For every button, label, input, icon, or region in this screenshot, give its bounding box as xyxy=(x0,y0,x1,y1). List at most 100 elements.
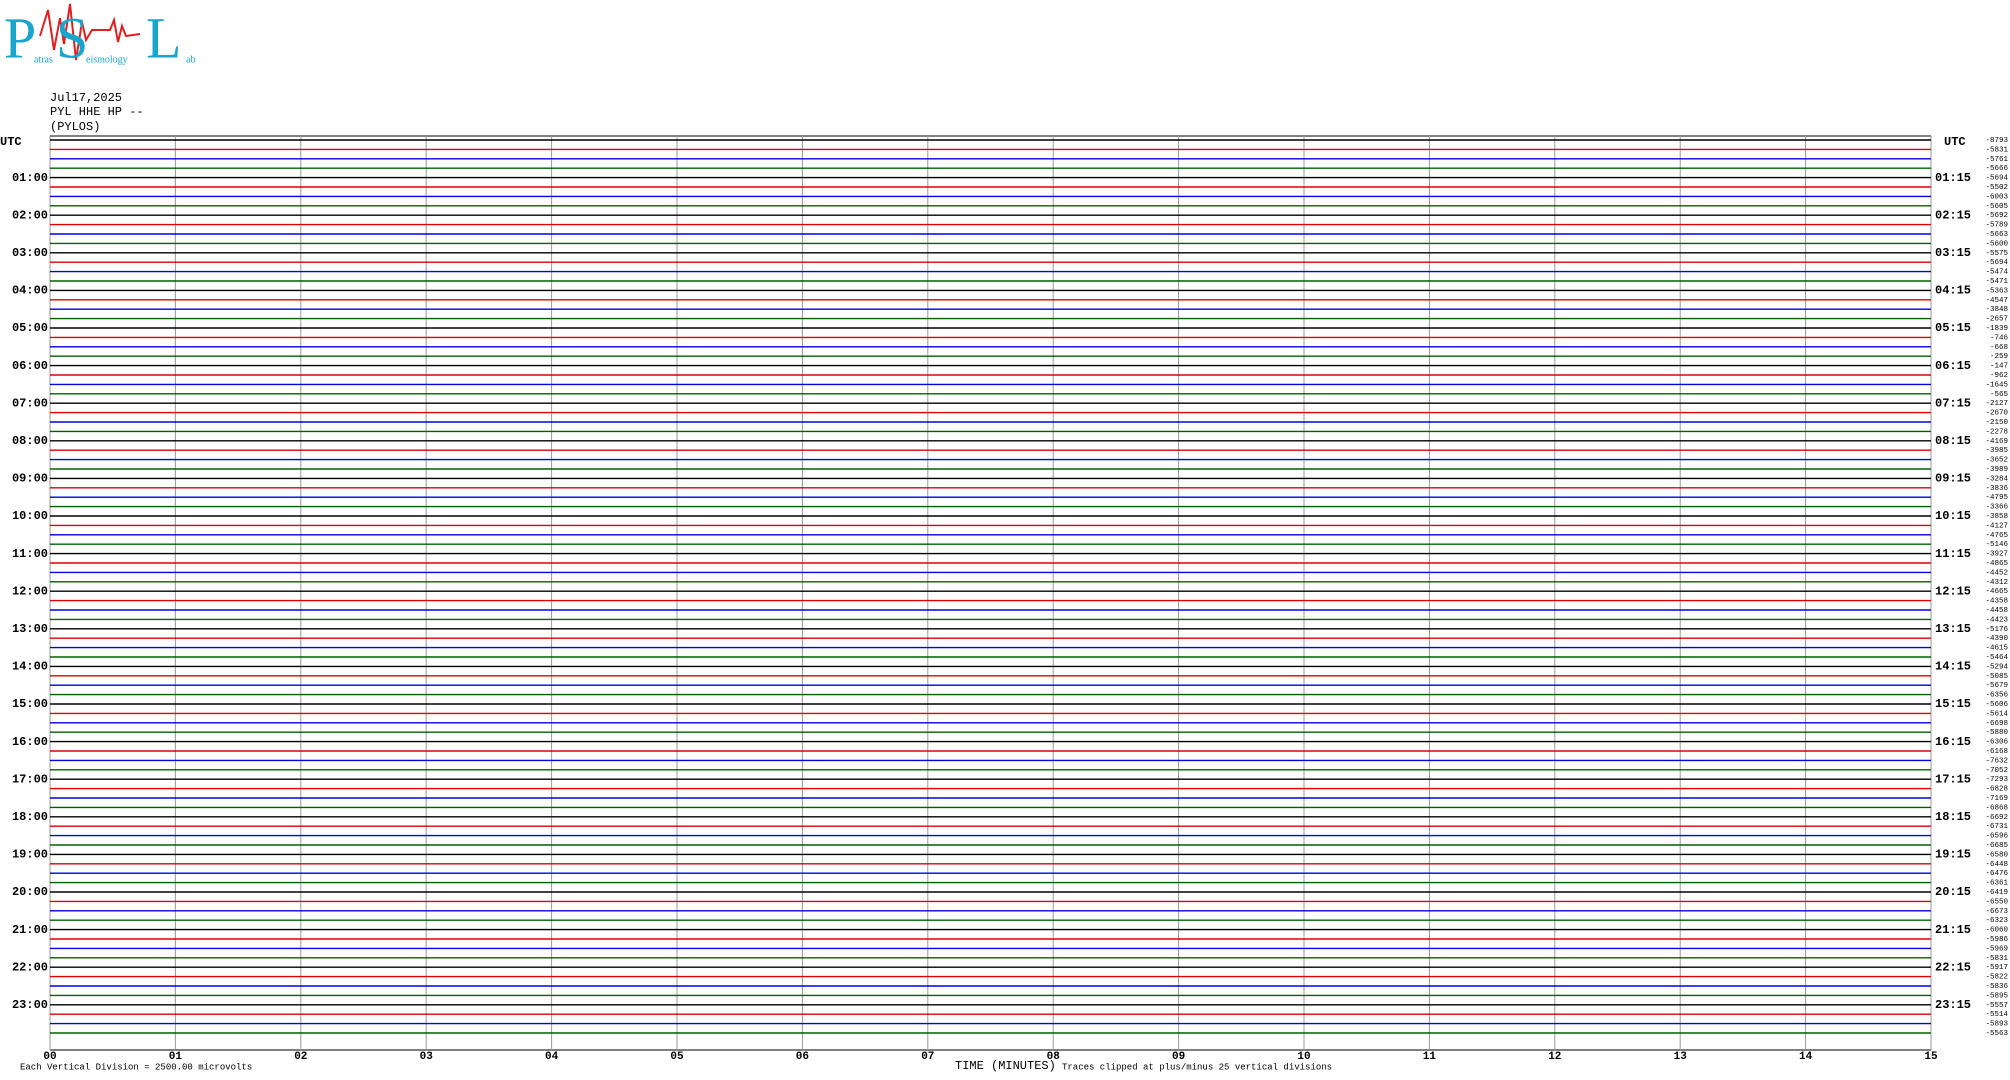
offset-label: -3366 xyxy=(1985,504,2008,512)
offset-label: -5605 xyxy=(1985,203,2008,211)
offset-label: -1645 xyxy=(1985,381,2008,389)
offset-label: -7293 xyxy=(1985,776,2008,784)
offset-label: -5761 xyxy=(1985,156,2008,164)
minute-label: 09 xyxy=(1172,1051,1185,1063)
hour-label-right: 20:15 xyxy=(1935,885,1971,899)
labels: 00 01 02 03 04 05 06 07 08 09 10 11 12 13 14 15-8793-58… xyxy=(0,135,2008,1063)
offset-label: -5836 xyxy=(1985,983,2008,991)
hour-label-right: 02:15 xyxy=(1935,208,1971,222)
hour-label-right: UTC xyxy=(1944,135,1966,149)
hour-label-left: 19:00 xyxy=(12,848,48,862)
offset-label: -5694 xyxy=(1985,175,2008,183)
minute-label: 04 xyxy=(545,1051,559,1063)
hour-label-left: 01:00 xyxy=(12,171,48,185)
offset-label: -3927 xyxy=(1985,551,2008,559)
offset-label: -6731 xyxy=(1985,823,2008,831)
offset-label: -5557 xyxy=(1985,1002,2008,1010)
hour-label-left: 10:00 xyxy=(12,509,48,523)
logo: P S L atras eismology ab xyxy=(4,3,195,70)
hour-label-left: 16:00 xyxy=(12,735,48,749)
offset-label: -5363 xyxy=(1985,287,2008,295)
offset-label: -7052 xyxy=(1985,767,2008,775)
hour-label-right: 15:15 xyxy=(1935,697,1971,711)
hour-label-right: 04:15 xyxy=(1935,284,1971,298)
offset-label: -147 xyxy=(1990,363,2008,371)
offset-label: -6168 xyxy=(1985,748,2008,756)
offset-label: -7169 xyxy=(1985,795,2008,803)
hour-label-right: 13:15 xyxy=(1935,622,1971,636)
logo-word: eismology xyxy=(86,54,128,65)
minute-label: 02 xyxy=(294,1051,307,1063)
hour-label-left: 05:00 xyxy=(12,321,48,335)
hour-label-left: 06:00 xyxy=(12,359,48,373)
minute-label: 07 xyxy=(921,1051,934,1063)
offset-label: -5969 xyxy=(1985,945,2008,953)
minute-label: 05 xyxy=(670,1051,684,1063)
hour-label-left: 14:00 xyxy=(12,660,48,674)
offset-label: -5880 xyxy=(1985,729,2008,737)
clip-note: Traces clipped at plus/minus 25 vertical… xyxy=(1062,1062,1332,1072)
offset-label: -6698 xyxy=(1985,720,2008,728)
offset-label: -6323 xyxy=(1985,917,2008,925)
offset-label: -3989 xyxy=(1985,466,2008,474)
hour-label-left: 13:00 xyxy=(12,622,48,636)
offset-label: -6419 xyxy=(1985,889,2008,897)
offset-label: -6476 xyxy=(1985,870,2008,878)
logo-letter: S xyxy=(56,5,88,70)
offset-label: -6448 xyxy=(1985,861,2008,869)
offset-label: -3848 xyxy=(1985,306,2008,314)
scale-note: Each Vertical Division = 2500.00 microvo… xyxy=(20,1062,252,1072)
logo-word: atras xyxy=(34,54,53,65)
offset-label: -4765 xyxy=(1985,532,2008,540)
offset-label: -5146 xyxy=(1985,541,2008,549)
offset-label: -5464 xyxy=(1985,654,2008,662)
offset-label: -4423 xyxy=(1985,616,2008,624)
offset-label: -565 xyxy=(1990,391,2009,399)
hour-label-left: UTC xyxy=(0,135,22,149)
offset-label: -4547 xyxy=(1985,297,2008,305)
offset-label: -4452 xyxy=(1985,569,2008,577)
hour-label-right: 05:15 xyxy=(1935,321,1971,335)
offset-label: -2127 xyxy=(1985,400,2008,408)
offset-label: -6550 xyxy=(1985,898,2008,906)
logo-letter: P xyxy=(4,5,36,70)
offset-label: -4458 xyxy=(1985,607,2008,615)
offset-label: -6692 xyxy=(1985,814,2008,822)
logo-wave xyxy=(39,3,141,61)
hour-label-right: 12:15 xyxy=(1935,584,1971,598)
hour-label-left: 20:00 xyxy=(12,885,48,899)
offset-label: -5085 xyxy=(1985,673,2008,681)
offset-label: -5663 xyxy=(1985,231,2008,239)
minute-label: 14 xyxy=(1799,1051,1813,1063)
site: (PYLOS) xyxy=(50,120,100,134)
offset-label: -6361 xyxy=(1985,880,2008,888)
offset-label: -4795 xyxy=(1985,494,2008,502)
offset-label: -4665 xyxy=(1985,588,2008,596)
offset-label: -6673 xyxy=(1985,908,2008,916)
hour-label-left: 08:00 xyxy=(12,434,48,448)
hour-label-right: 03:15 xyxy=(1935,246,1971,260)
offset-label: -3284 xyxy=(1985,475,2008,483)
offset-label: -3985 xyxy=(1985,447,2008,455)
hour-label-left: 21:00 xyxy=(12,923,48,937)
hour-label-left: 11:00 xyxy=(12,547,48,561)
hour-label-right: 11:15 xyxy=(1935,547,1971,561)
hour-label-left: 23:00 xyxy=(12,998,48,1012)
offset-label: -6828 xyxy=(1985,786,2008,794)
offset-label: -5502 xyxy=(1985,184,2008,192)
offset-label: -5471 xyxy=(1985,278,2008,286)
hour-label-right: 19:15 xyxy=(1935,848,1971,862)
hour-label-left: 09:00 xyxy=(12,472,48,486)
offset-label: -3836 xyxy=(1985,485,2008,493)
offset-label: -5917 xyxy=(1985,964,2008,972)
grid xyxy=(49,136,1932,1050)
offset-label: -5831 xyxy=(1985,955,2008,963)
offset-label: -5895 xyxy=(1985,992,2008,1000)
minute-label: 08 xyxy=(1047,1051,1061,1063)
station: PYL HHE HP -- xyxy=(50,105,144,119)
offset-label: -5694 xyxy=(1985,259,2008,267)
offset-label: -2150 xyxy=(1985,419,2008,427)
hour-label-left: 17:00 xyxy=(12,772,48,786)
offset-label: -5514 xyxy=(1985,1011,2008,1019)
offset-label: -962 xyxy=(1990,372,2008,380)
